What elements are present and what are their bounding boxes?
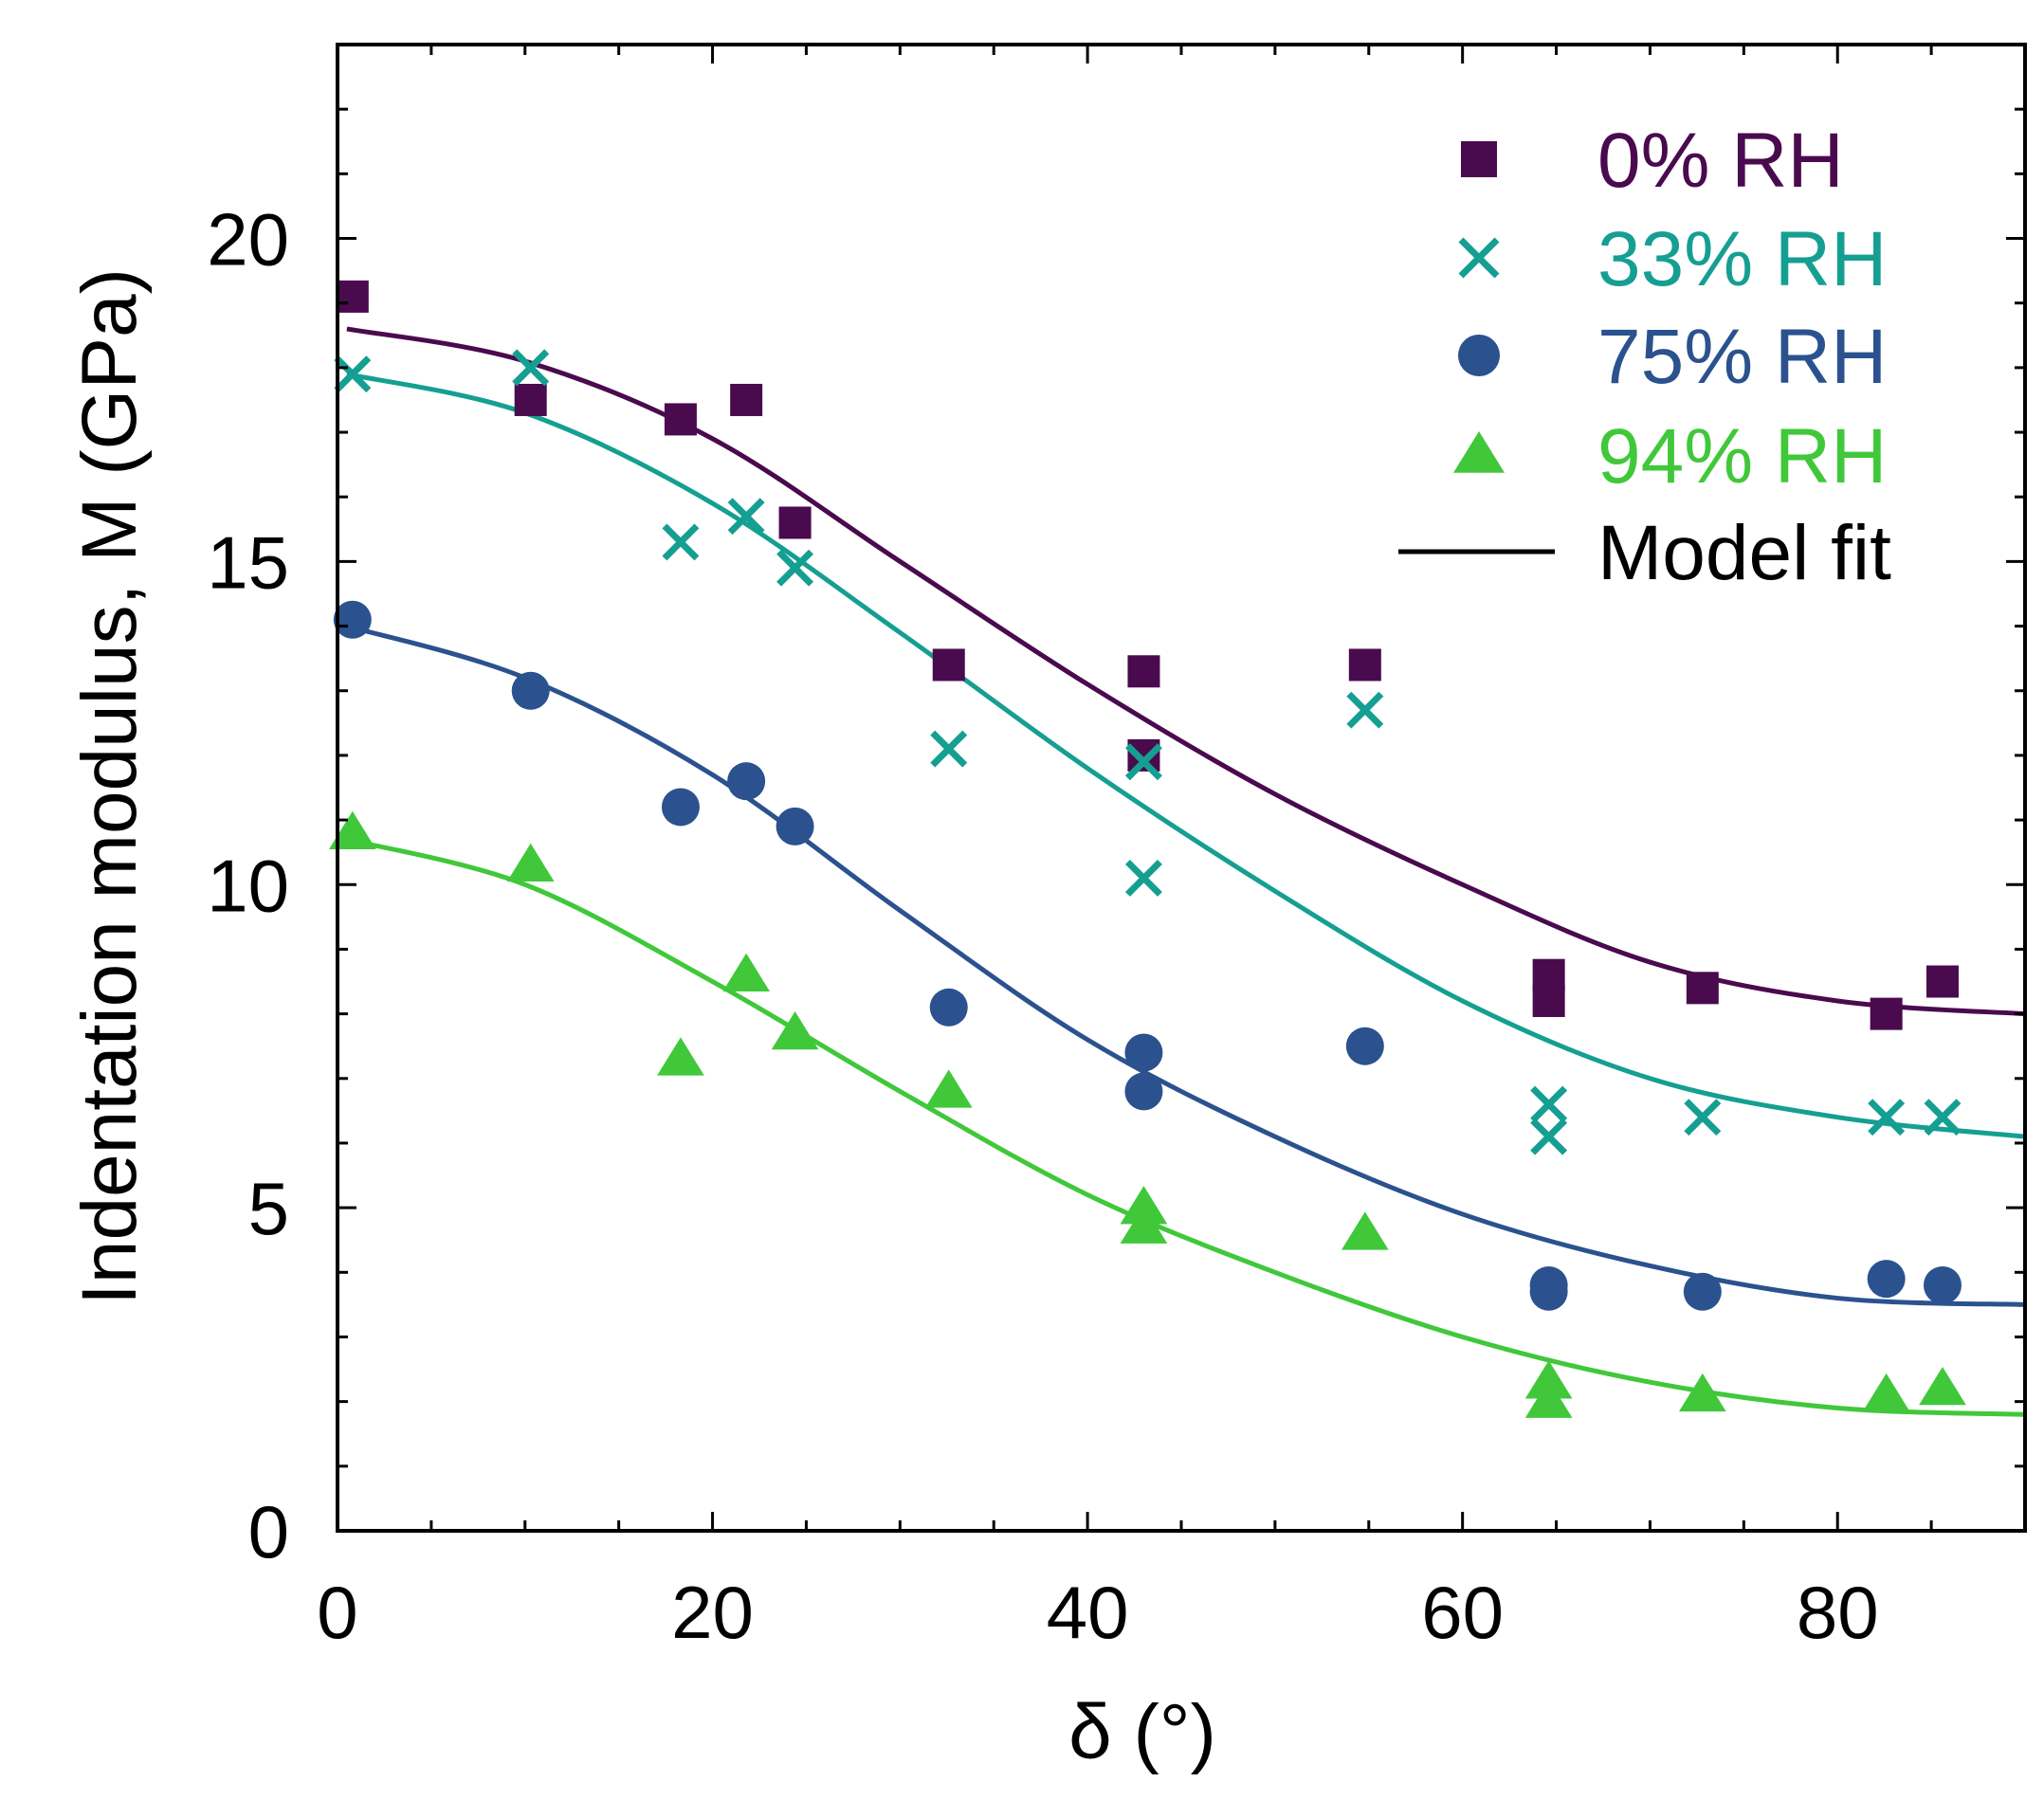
data-point-circle [1683, 1272, 1722, 1311]
data-point-square [1532, 984, 1565, 1017]
legend-label: 94% RH [1597, 413, 1887, 500]
data-point-square [730, 383, 763, 416]
y-tick-label: 5 [248, 1167, 289, 1250]
data-point-circle [1923, 1265, 1962, 1304]
model-fit-lines [346, 326, 2026, 1417]
data-point-circle [776, 807, 814, 845]
x-tick-label: 80 [1797, 1571, 1879, 1654]
data-point-triangle [1919, 1367, 1966, 1406]
fit-line-0 [346, 326, 2026, 1017]
fit-line-1 [346, 372, 2026, 1139]
data-point-circle [1124, 1033, 1163, 1072]
fit-line-2 [346, 624, 2026, 1307]
data-point-x [727, 498, 765, 536]
data-point-x [1684, 1099, 1722, 1136]
data-point-square [778, 506, 812, 539]
x-tick-label: 0 [317, 1571, 357, 1654]
data-point-square [1870, 997, 1903, 1030]
y-tick-label: 15 [207, 520, 289, 604]
legend-model-fit-label: Model fit [1597, 510, 1891, 596]
tick-labels: 0 20 40 60 80 0 5 10 15 20 [207, 198, 1878, 1654]
data-point-square [1686, 972, 1719, 1005]
x-tick-label: 40 [1047, 1571, 1129, 1654]
data-point-triangle [1524, 1379, 1573, 1418]
data-point-circle [333, 600, 372, 639]
data-point-x [776, 549, 814, 587]
data-point-x [1124, 743, 1162, 781]
data-point-x [1868, 1099, 1906, 1136]
data-point-triangle [657, 1037, 704, 1076]
data-point-circle [511, 671, 550, 710]
data-point-square [336, 280, 369, 313]
data-point-x [334, 355, 372, 393]
x-axis-label: δ (°) [1068, 1689, 1216, 1775]
data-point-x [930, 730, 968, 768]
legend: 0% RH 33% RH 75% RH 94% RH Model fit [1398, 118, 1891, 596]
data-point-triangle [722, 953, 770, 991]
data-point-circle [661, 788, 700, 827]
data-point-triangle [1120, 1186, 1168, 1225]
data-point-triangle [1862, 1373, 1910, 1412]
data-point-x [1124, 859, 1162, 897]
y-tick-label: 10 [207, 844, 289, 927]
legend-label: 0% RH [1597, 118, 1844, 204]
data-point-x [1924, 1099, 1962, 1136]
data-point-triangle [771, 1011, 819, 1050]
data-point-x [1530, 1085, 1568, 1123]
data-point-square [1925, 965, 1959, 998]
axis-ticks [336, 43, 2027, 1533]
data-point-circle [1345, 1027, 1384, 1065]
y-tick-label: 20 [207, 198, 289, 282]
data-point-square [1127, 655, 1160, 688]
data-point-x [1530, 1118, 1568, 1155]
data-point-x [662, 523, 700, 561]
data-point-triangle [1678, 1373, 1726, 1412]
x-tick-label: 60 [1421, 1571, 1504, 1654]
data-point-square [932, 648, 965, 682]
legend-label: 75% RH [1597, 314, 1887, 400]
data-point-triangle [1341, 1211, 1389, 1250]
data-point-triangle [328, 810, 376, 849]
data-points [328, 280, 1966, 1418]
data-point-square [1127, 738, 1160, 772]
fit-line-3 [346, 837, 2026, 1417]
data-point-circle [929, 988, 968, 1027]
legend-marker-0 [1461, 141, 1497, 177]
data-point-triangle [506, 843, 555, 882]
data-point-square [1348, 648, 1381, 682]
axes: 0 20 40 60 80 0 5 10 15 20 δ (°) Indentation modu… [66, 43, 2027, 1775]
data-point-circle [1124, 1072, 1163, 1111]
data-point-triangle [1524, 1360, 1573, 1399]
x-tick-label: 20 [671, 1571, 754, 1654]
y-axis-label: Indentation modulus, M (GPa) [66, 268, 153, 1305]
data-point-circle [1867, 1260, 1906, 1299]
legend-label: 33% RH [1597, 216, 1887, 302]
legend-marker-1 [1458, 237, 1500, 279]
data-point-square [664, 403, 697, 436]
legend-marker-2 [1458, 335, 1500, 376]
data-point-x [512, 349, 550, 387]
data-point-triangle [1120, 1205, 1168, 1244]
data-point-square [514, 383, 547, 416]
data-point-x [1346, 691, 1384, 729]
data-point-circle [1529, 1272, 1568, 1311]
legend-marker-3 [1453, 431, 1505, 473]
y-tick-label: 0 [248, 1490, 289, 1573]
data-point-circle [727, 762, 766, 801]
data-point-triangle [924, 1069, 973, 1108]
